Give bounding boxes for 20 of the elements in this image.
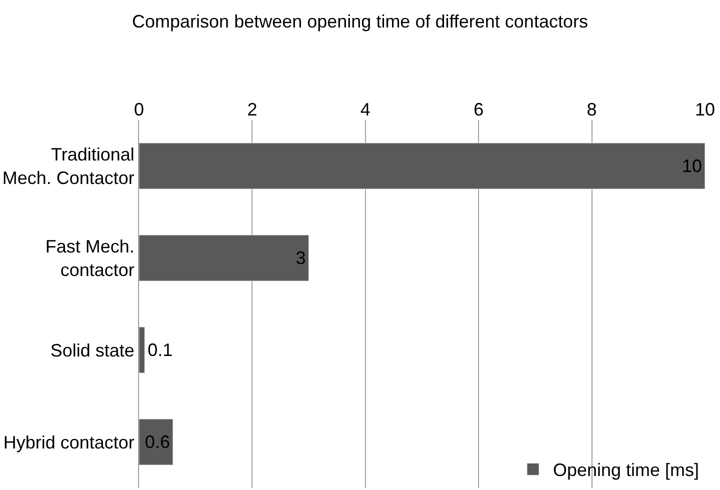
bar xyxy=(139,234,310,282)
bar xyxy=(139,326,145,374)
x-tick-label: 2 xyxy=(247,99,258,120)
x-tick-label: 0 xyxy=(134,99,144,120)
x-tick-label: 4 xyxy=(360,99,370,120)
data-label: 3 xyxy=(296,248,306,268)
bar xyxy=(139,142,705,190)
data-label: 10 xyxy=(682,156,702,176)
legend-label: Opening time [ms] xyxy=(553,460,700,480)
x-tick-label: 6 xyxy=(474,99,484,120)
data-label: 0.6 xyxy=(144,432,170,452)
y-tick-label: Solid state xyxy=(50,340,134,360)
bar xyxy=(139,418,174,466)
data-label: 0.1 xyxy=(148,340,173,360)
x-tick-label: 10 xyxy=(694,99,716,120)
y-tick-label: Fast Mech. contactor xyxy=(45,236,134,280)
x-tick-label: 8 xyxy=(586,99,597,120)
y-tick-label: Hybrid contactor xyxy=(3,432,134,452)
y-tick-label: Traditional Mech. Contactor xyxy=(2,144,134,188)
chart-title: Comparison between opening time of different contactors xyxy=(132,11,588,32)
